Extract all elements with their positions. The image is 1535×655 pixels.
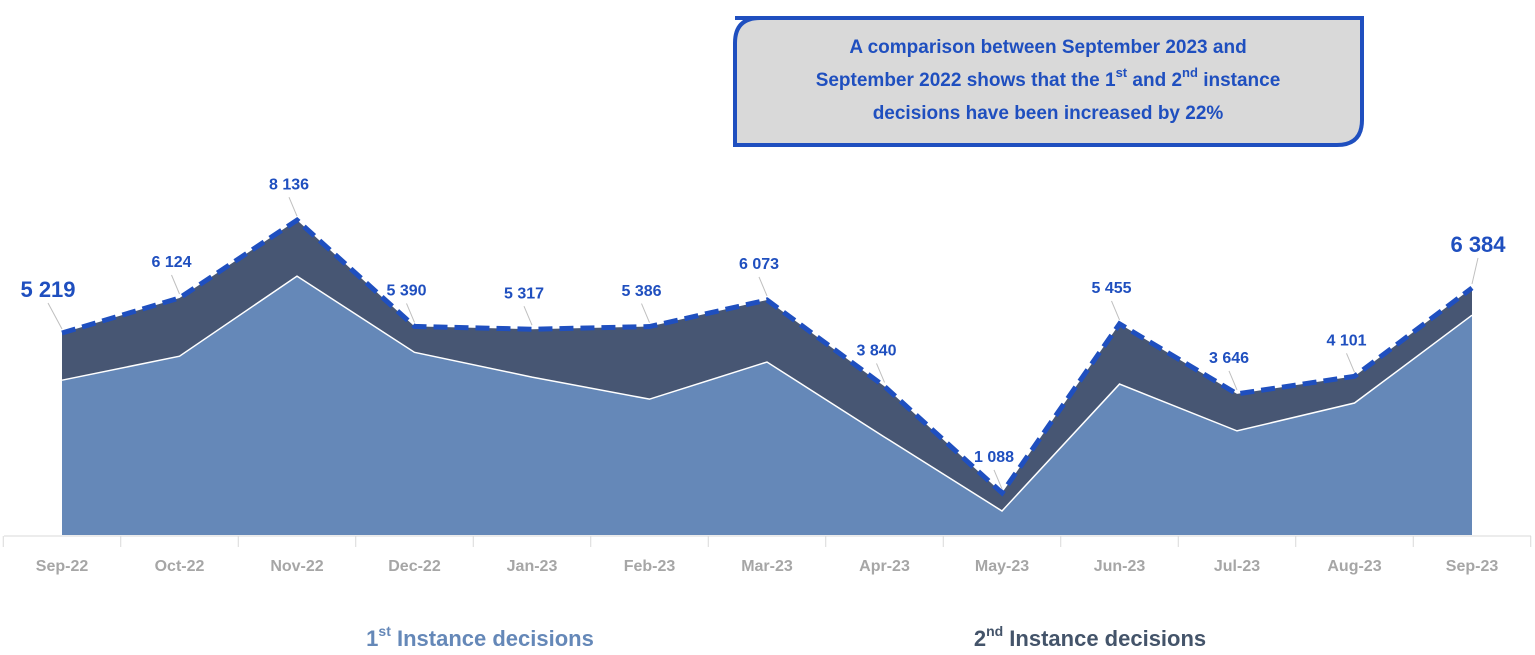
leader-line (1346, 353, 1355, 373)
data-label: 1 088 (974, 449, 1014, 466)
annotation-part: decisions have been increased by 22% (873, 103, 1224, 124)
leader-line (641, 303, 650, 323)
data-label: 6 073 (739, 256, 779, 273)
leader-line (876, 363, 885, 383)
annotation-text: September 2022 shows that the 1st and 2n… (816, 65, 1281, 91)
annotation-part: A comparison between September 2023 and (849, 37, 1246, 58)
x-tick-label: Sep-22 (36, 558, 89, 575)
x-tick-label: Aug-23 (1327, 558, 1381, 575)
x-tick-label: Dec-22 (388, 558, 441, 575)
leader-line (171, 274, 180, 295)
annotation-part: and 2 (1127, 70, 1182, 91)
leader-line (993, 469, 1003, 490)
annotation-sup: st (1116, 65, 1128, 80)
x-tick-label: Sep-23 (1446, 558, 1499, 575)
leader-line (1228, 370, 1238, 391)
legend-entry: 2nd Instance decisions (974, 623, 1206, 651)
data-label: 5 455 (1091, 280, 1131, 297)
legend-entry: 1st Instance decisions (366, 623, 594, 651)
leader-line (1111, 300, 1120, 321)
leader-line (288, 196, 298, 217)
data-label: 8 136 (269, 176, 309, 193)
data-label: 5 317 (504, 285, 544, 302)
x-tick-label: Feb-23 (624, 558, 676, 575)
data-label: 5 390 (386, 283, 426, 300)
x-tick-label: Nov-22 (270, 558, 323, 575)
x-tick-label: Jul-23 (1214, 558, 1260, 575)
x-tick-label: Apr-23 (859, 558, 910, 575)
x-tick-label: May-23 (975, 558, 1029, 575)
legend-part: 1 (366, 626, 378, 651)
leader-line (758, 276, 768, 297)
total-line (61, 216, 1474, 497)
annotation-part: September 2022 shows that the 1 (816, 70, 1116, 91)
x-tick-label: Oct-22 (155, 558, 205, 575)
data-label: 6 384 (1450, 232, 1506, 257)
x-tick-label: Jan-23 (507, 558, 558, 575)
x-tick-label: Mar-23 (741, 558, 793, 575)
annotation-text: A comparison between September 2023 and (849, 37, 1246, 58)
data-label: 3 646 (1209, 350, 1249, 367)
annotation-sup: nd (1182, 65, 1198, 80)
leader-line (406, 303, 415, 323)
data-label: 5 219 (20, 277, 75, 302)
series-edge (61, 275, 1473, 512)
leader-line (1471, 257, 1479, 285)
leader-line (47, 302, 63, 330)
legend-sup: st (378, 623, 391, 639)
data-label: 5 386 (621, 283, 661, 300)
x-tick-label: Jun-23 (1094, 558, 1146, 575)
annotation-part: instance (1198, 70, 1280, 91)
legend-part: 2 (974, 626, 986, 651)
leader-line (523, 306, 533, 326)
annotation-text: decisions have been increased by 22% (873, 103, 1224, 124)
legend-part: Instance decisions (391, 626, 594, 651)
legend-part: Instance decisions (1003, 626, 1206, 651)
legend-sup: nd (986, 623, 1003, 639)
data-label: 3 840 (856, 343, 896, 360)
area (62, 276, 1472, 535)
data-label: 6 124 (151, 254, 191, 271)
annotation-box (733, 16, 1364, 147)
data-label: 4 101 (1326, 333, 1366, 350)
